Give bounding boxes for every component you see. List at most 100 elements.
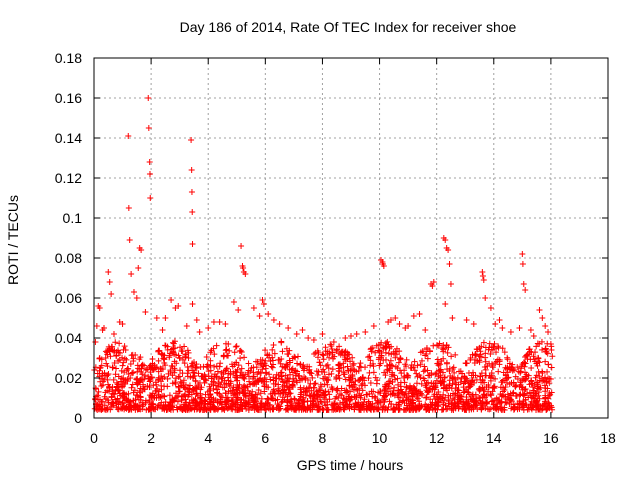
data-point [435,398,442,405]
data-point [480,387,487,394]
data-point [382,349,389,356]
data-point [215,383,222,390]
data-point [463,360,470,367]
data-point [233,384,240,391]
data-point [181,343,188,350]
data-point [328,384,335,391]
data-point [212,396,219,403]
data-point [407,364,414,371]
data-point [446,367,453,374]
data-point [204,364,211,371]
data-point [286,386,293,393]
data-point [536,373,543,380]
data-point [360,401,367,408]
data-point [232,343,239,350]
data-point [328,370,335,377]
data-point [333,393,340,400]
data-point [479,269,486,275]
data-point [326,354,333,361]
data-point [488,374,495,381]
data-point [389,369,396,376]
data-point [473,376,480,383]
data-point [150,367,157,374]
data-point [410,406,417,413]
data-point [479,376,486,383]
data-point [444,405,451,412]
data-point [370,369,377,376]
data-point [392,376,399,383]
data-point [337,391,344,398]
data-point [106,388,113,395]
data-point [218,401,225,408]
data-point [115,406,122,413]
data-point [392,315,399,321]
data-point [134,392,141,399]
data-point [115,381,122,388]
data-point [306,404,313,411]
data-point [108,403,115,410]
data-point [504,391,511,398]
data-point [254,371,261,378]
data-point [474,346,481,353]
data-point [110,331,117,337]
y-tick-label: 0.1 [63,210,83,226]
data-point [365,354,372,361]
data-point [342,376,349,383]
data-point [245,360,252,367]
data-point [207,406,214,413]
data-point [182,353,189,360]
y-tick-label: 0.14 [55,130,82,146]
data-point [131,402,138,409]
data-point [435,367,442,374]
data-point [285,325,292,331]
data-point [487,305,494,311]
data-point [123,356,130,363]
data-point [111,359,118,366]
data-point [476,353,483,360]
data-point [533,402,540,409]
x-tick-label: 12 [429,430,445,446]
data-point [116,356,123,363]
data-point [540,402,547,409]
data-point [348,404,355,411]
data-point [341,352,348,359]
data-point [391,384,398,391]
data-point [190,369,197,376]
y-tick-label: 0.06 [55,290,82,306]
data-point [300,385,307,392]
data-point [498,379,505,386]
data-point [149,360,156,367]
data-point [119,321,126,327]
data-point [467,355,474,362]
data-point [444,349,451,356]
data-point [127,375,134,382]
data-point [352,378,359,385]
data-point [281,364,288,371]
data-point [118,367,125,374]
data-point [121,343,128,350]
data-point [295,373,302,380]
data-point [165,402,172,409]
data-point [132,401,139,408]
data-point [177,344,184,351]
data-point [330,402,337,409]
data-point [416,402,423,409]
data-point [93,323,100,329]
data-point [208,398,215,405]
data-point [226,347,233,354]
data-point [414,373,421,380]
data-point [528,364,535,371]
data-point [155,347,162,354]
data-point [305,335,312,341]
data-point [397,383,404,390]
data-point [128,271,135,277]
data-point [404,395,411,402]
data-point [269,390,276,397]
data-point [397,354,404,361]
data-point [193,365,200,372]
data-point [321,381,328,388]
data-point [101,376,108,383]
data-point [405,323,412,329]
data-point [350,360,357,367]
data-point [142,309,149,315]
